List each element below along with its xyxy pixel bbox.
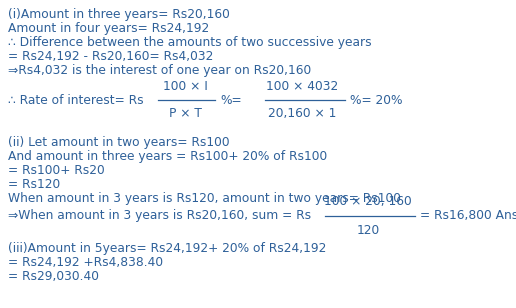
- Text: %= 20%: %= 20%: [350, 94, 402, 107]
- Text: ∴ Difference between the amounts of two successive years: ∴ Difference between the amounts of two …: [8, 36, 372, 49]
- Text: ⇒When amount in 3 years is Rs20,160, sum = Rs: ⇒When amount in 3 years is Rs20,160, sum…: [8, 209, 311, 222]
- Text: (iii)Amount in 5years= Rs24,192+ 20% of Rs24,192: (iii)Amount in 5years= Rs24,192+ 20% of …: [8, 242, 327, 255]
- Text: And amount in three years = Rs100+ 20% of Rs100: And amount in three years = Rs100+ 20% o…: [8, 150, 327, 163]
- Text: 120: 120: [357, 224, 380, 237]
- Text: 100 × I: 100 × I: [163, 80, 207, 93]
- Text: = Rs24,192 - Rs20,160= Rs4,032: = Rs24,192 - Rs20,160= Rs4,032: [8, 50, 214, 63]
- Text: Amount in four years= Rs24,192: Amount in four years= Rs24,192: [8, 22, 209, 35]
- Text: When amount in 3 years is Rs120, amount in two years= Rs100: When amount in 3 years is Rs120, amount …: [8, 192, 401, 205]
- Text: ∴ Rate of interest= Rs: ∴ Rate of interest= Rs: [8, 94, 143, 107]
- Text: = Rs16,800 Ans.: = Rs16,800 Ans.: [420, 209, 516, 222]
- Text: %=: %=: [220, 94, 241, 107]
- Text: 100 × 4032: 100 × 4032: [266, 80, 338, 93]
- Text: 100 × 20, 160: 100 × 20, 160: [324, 195, 412, 208]
- Text: 20,160 × 1: 20,160 × 1: [268, 107, 336, 120]
- Text: ⇒Rs4,032 is the interest of one year on Rs20,160: ⇒Rs4,032 is the interest of one year on …: [8, 64, 311, 77]
- Text: P × T: P × T: [169, 107, 201, 120]
- Text: = Rs120: = Rs120: [8, 178, 60, 191]
- Text: = Rs24,192 +Rs4,838.40: = Rs24,192 +Rs4,838.40: [8, 256, 163, 269]
- Text: = Rs29,030.40: = Rs29,030.40: [8, 270, 99, 283]
- Text: = Rs100+ Rs20: = Rs100+ Rs20: [8, 164, 105, 177]
- Text: (ii) Let amount in two years= Rs100: (ii) Let amount in two years= Rs100: [8, 136, 230, 149]
- Text: (i)Amount in three years= Rs20,160: (i)Amount in three years= Rs20,160: [8, 8, 230, 21]
